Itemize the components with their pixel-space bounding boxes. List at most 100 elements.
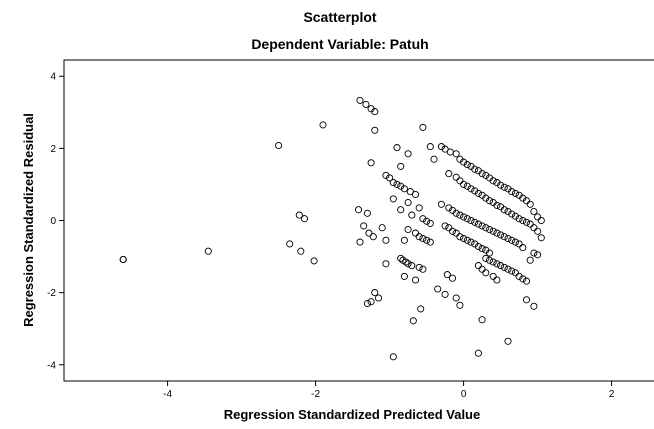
scatter-point [408,262,416,270]
scatter-point [362,100,370,108]
scatter-point [537,216,545,225]
scatter-point [504,337,512,345]
scatter-point [500,206,508,214]
y-tick-label: 2 [50,144,56,155]
scatter-point [463,182,471,190]
scatter-point [452,150,460,158]
scatter-point [489,272,497,280]
scatter-point [482,269,490,277]
scatter-point [519,194,527,202]
scatter-point [389,179,397,187]
scatter-point [295,211,303,219]
scatter-point [419,123,427,131]
scatter-point [519,216,527,225]
scatter-point [530,302,538,310]
chart-title: Scatterplot [303,9,376,25]
scatter-point [482,171,490,179]
chart-subtitle: Dependent Variable: Patuh [251,36,428,52]
scatter-point [493,229,501,237]
scatter-point [497,231,505,239]
scatter-point [534,227,542,235]
scatter-point [448,227,457,235]
scatter-point [456,301,464,309]
scatter-point [489,177,497,185]
scatter-point [500,233,508,241]
scatter-point [408,211,416,219]
scatter-point [530,224,538,232]
x-tick-label: 0 [461,389,467,400]
scatter-point [500,263,508,271]
scatter-point [417,305,425,313]
scatter-point [404,225,412,234]
scatter-point [411,276,420,284]
y-tick-label: -2 [47,288,56,299]
scatter-point [530,249,538,257]
scatter-point [504,234,512,243]
scatter-point [397,206,405,214]
scatter-point [519,275,527,283]
scatter-point [537,234,545,242]
scatter-point [474,220,482,228]
scatter-point [467,216,475,225]
scatter-point [443,271,451,279]
scatter-point [382,171,390,179]
scatter-point [423,217,431,225]
scatter-point [397,162,405,170]
scatter-point [441,290,449,298]
scatter-point [489,227,497,235]
scatter-point [434,285,442,293]
scatter-point [526,256,534,264]
scatter-point [452,173,460,181]
scatter-point [426,143,434,151]
scatter-point [456,177,464,185]
scatter-point [456,233,464,241]
scatter-point [467,238,475,246]
scatter-point [367,159,375,167]
scatter-point [511,212,519,220]
scatter-point [371,108,379,116]
scatter-point [441,222,449,230]
scatter-point [508,267,516,275]
scatter-point [493,276,501,284]
scatter-point [452,294,460,302]
scatter-point [397,254,405,262]
scatter-point [467,185,475,193]
scatter-point [493,179,501,187]
scatter-point [378,224,386,232]
scatter-point [482,194,490,202]
scatter-point [419,234,427,243]
scatter-point [471,187,479,195]
x-tick-label: -4 [163,389,172,400]
scatter-point [474,262,482,270]
scatter-point [485,225,494,234]
y-tick-label: 0 [50,216,56,227]
scatter-point [504,265,512,273]
scatter-point [415,204,423,212]
scatter-point [119,255,127,264]
scatter-point [485,249,494,257]
y-axis: -4 -2 0 2 4 [47,72,64,371]
scatter-point [371,289,379,297]
scatter-point [354,206,363,214]
scatter-point [445,224,453,232]
scatter-point [448,274,457,282]
scatter-point [409,317,417,325]
scatter-point [275,141,283,150]
scatter-point [471,165,479,173]
scatter-point [460,234,468,243]
scatter-point [534,213,542,221]
x-axis-label: Regression Standardized Predicted Value [224,407,480,422]
scatter-point [419,215,427,223]
scatter-point [508,210,516,218]
scatter-point [452,229,460,237]
scatter-point [371,126,379,134]
scatter-point [415,233,423,241]
scatter-point [530,207,538,216]
scatter-point [463,215,471,223]
scatter-point [482,254,490,262]
scatter-point [356,96,364,104]
scatter-point [511,238,519,246]
scatter-point [500,183,508,191]
scatter-point [508,188,516,196]
